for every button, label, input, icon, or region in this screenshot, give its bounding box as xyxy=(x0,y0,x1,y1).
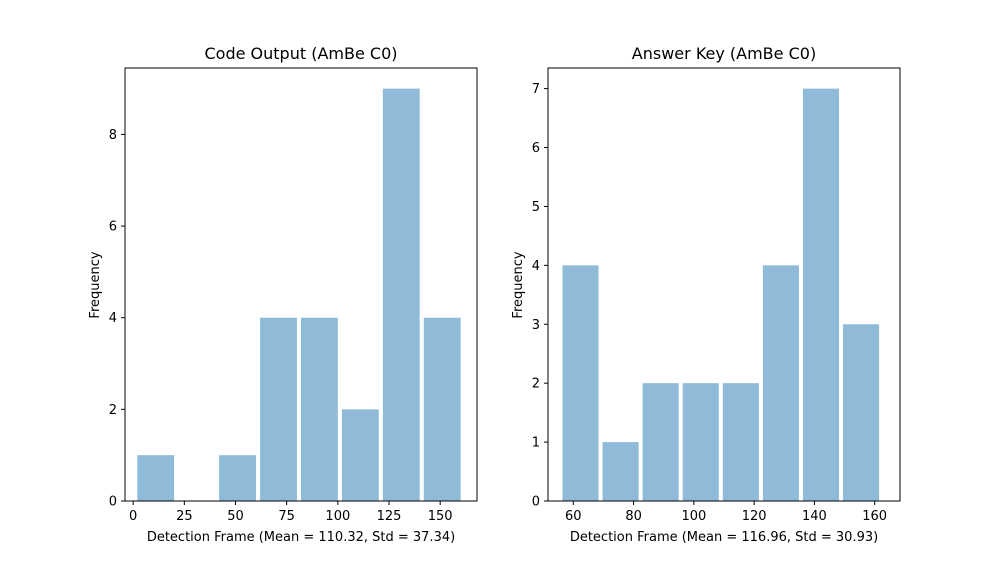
y-tick-label: 7 xyxy=(532,82,540,97)
y-tick-label: 4 xyxy=(532,259,540,274)
y-axis-label: Frequency xyxy=(88,251,103,318)
y-tick-label: 1 xyxy=(532,436,540,451)
plot-frame xyxy=(547,67,901,502)
y-tick-label: 0 xyxy=(532,495,540,510)
chart-title: Code Output (AmBe C0) xyxy=(205,44,398,63)
x-tick-label: 60 xyxy=(565,509,582,524)
y-tick-label: 2 xyxy=(109,403,117,418)
histogram-bar xyxy=(260,317,297,501)
x-tick-label: 100 xyxy=(325,509,350,524)
histogram-bar xyxy=(562,265,599,501)
x-tick-label: 50 xyxy=(227,509,244,524)
x-tick-label: 140 xyxy=(802,509,827,524)
histogram-code-output: Code Output (AmBe C0) 0 25 50 75 100 125 150 0… xyxy=(88,44,478,545)
x-tick-label: 150 xyxy=(428,509,453,524)
histogram-bar xyxy=(722,383,759,501)
histogram-bar xyxy=(301,317,338,501)
y-tick-label: 6 xyxy=(109,220,117,235)
y-axis-ticks: 0 2 4 6 8 xyxy=(109,128,125,510)
y-tick-label: 5 xyxy=(532,200,540,215)
y-tick-label: 3 xyxy=(532,318,540,333)
y-axis-ticks: 0 1 2 3 4 5 6 7 xyxy=(532,82,548,510)
x-tick-label: 80 xyxy=(625,509,642,524)
x-axis-label: Detection Frame (Mean = 116.96, Std = 30… xyxy=(570,530,878,545)
x-tick-label: 100 xyxy=(681,509,706,524)
x-tick-label: 160 xyxy=(862,509,887,524)
y-tick-label: 6 xyxy=(532,141,540,156)
x-axis-ticks: 0 25 50 75 100 125 150 xyxy=(129,501,453,524)
y-axis-label: Frequency xyxy=(511,251,526,318)
histogram-bar xyxy=(423,317,461,501)
histogram-bar xyxy=(219,455,256,501)
histogram-bar xyxy=(682,383,719,501)
chart-title: Answer Key (AmBe C0) xyxy=(632,44,816,63)
y-tick-label: 0 xyxy=(109,495,117,510)
histogram-bar xyxy=(602,442,639,501)
x-tick-label: 125 xyxy=(377,509,402,524)
x-tick-label: 25 xyxy=(176,509,193,524)
histogram-bar xyxy=(762,265,799,501)
y-tick-label: 8 xyxy=(109,128,117,143)
y-tick-label: 4 xyxy=(109,311,117,326)
x-tick-label: 75 xyxy=(278,509,295,524)
y-tick-label: 2 xyxy=(532,377,540,392)
x-tick-label: 120 xyxy=(742,509,767,524)
histogram-bar xyxy=(382,88,420,501)
x-axis-label: Detection Frame (Mean = 110.32, Std = 37… xyxy=(147,530,455,545)
x-tick-label: 0 xyxy=(129,509,137,524)
histogram-answer-key: Answer Key (AmBe C0) 60 80 100 120 140 160 0 1… xyxy=(511,44,901,545)
bars xyxy=(562,88,880,501)
bars xyxy=(137,88,461,501)
x-axis-ticks: 60 80 100 120 140 160 xyxy=(565,501,887,524)
plot-frame xyxy=(124,67,478,502)
histogram-bar xyxy=(642,383,679,501)
histogram-bar xyxy=(843,324,880,501)
histogram-bar xyxy=(137,455,175,501)
histogram-bar xyxy=(802,88,840,501)
histogram-bar xyxy=(341,409,379,501)
